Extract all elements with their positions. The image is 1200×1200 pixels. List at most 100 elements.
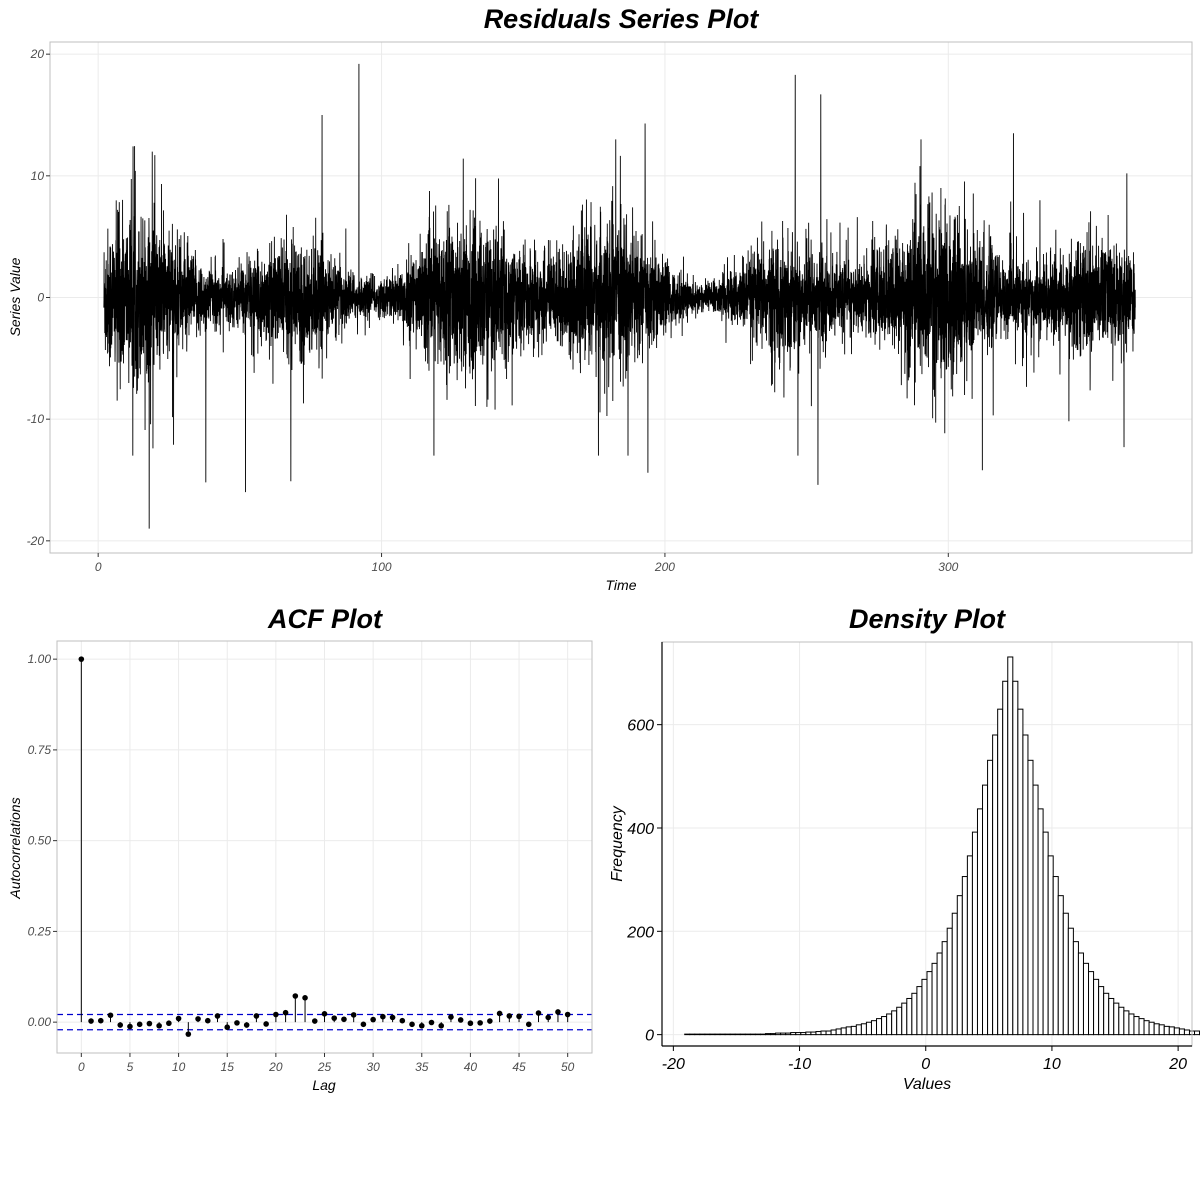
density-bar bbox=[850, 1025, 857, 1036]
acf-x-tick-label: 15 bbox=[221, 1060, 235, 1074]
density-bar bbox=[946, 927, 953, 1036]
density-bar bbox=[1168, 1026, 1175, 1036]
density-bar bbox=[734, 1033, 741, 1036]
density-bar bbox=[901, 1002, 908, 1036]
acf-point bbox=[438, 1022, 445, 1029]
acf-y-axis-label: Autocorrelations bbox=[7, 797, 23, 899]
density-bar bbox=[790, 1032, 797, 1036]
density-bar bbox=[906, 997, 913, 1036]
acf-point bbox=[341, 1016, 347, 1023]
density-bar bbox=[1012, 680, 1019, 1036]
acf-point bbox=[253, 1013, 260, 1019]
density-bar bbox=[855, 1024, 862, 1036]
density-bar bbox=[987, 759, 994, 1036]
acf-point bbox=[477, 1020, 483, 1026]
acf-x-tick-label: 30 bbox=[366, 1060, 380, 1074]
density-bar bbox=[694, 1033, 701, 1036]
density-bar bbox=[689, 1033, 696, 1036]
acf-point bbox=[399, 1017, 406, 1024]
residuals-y-tick-label: -10 bbox=[27, 412, 45, 426]
density-bar bbox=[870, 1020, 878, 1036]
density-bar bbox=[749, 1033, 756, 1036]
acf-point bbox=[350, 1012, 357, 1018]
acf-point bbox=[418, 1022, 425, 1029]
density-bar bbox=[1183, 1029, 1190, 1036]
density-bar bbox=[886, 1013, 893, 1036]
acf-point bbox=[448, 1014, 454, 1020]
density-y-tick-label: 0 bbox=[645, 1028, 654, 1045]
density-bar bbox=[911, 992, 918, 1036]
acf-point bbox=[136, 1021, 143, 1028]
density-bar bbox=[1077, 952, 1084, 1036]
acf-point bbox=[380, 1013, 386, 1020]
density-bar bbox=[830, 1029, 837, 1036]
density-bar bbox=[997, 708, 1004, 1036]
density-bar bbox=[876, 1018, 883, 1036]
acf-point bbox=[389, 1014, 396, 1021]
acf-point bbox=[156, 1022, 162, 1029]
density-bar bbox=[1047, 855, 1054, 1036]
density-x-tick-label: 10 bbox=[1043, 1056, 1061, 1073]
density-bar bbox=[860, 1023, 867, 1036]
density-bar bbox=[976, 808, 984, 1036]
density-y-tick-label: 400 bbox=[627, 821, 654, 838]
density-bar bbox=[1088, 971, 1095, 1036]
acf-point bbox=[467, 1020, 474, 1027]
density-bar bbox=[951, 912, 958, 1036]
acf-point bbox=[428, 1019, 435, 1026]
residuals-x-axis-label: Time bbox=[606, 577, 637, 593]
residuals-series-line bbox=[103, 63, 1136, 529]
density-bar bbox=[820, 1030, 827, 1036]
acf-point bbox=[204, 1017, 211, 1024]
density-bar bbox=[724, 1033, 731, 1036]
acf-gridlines bbox=[57, 641, 592, 1053]
acf-point bbox=[409, 1021, 415, 1028]
density-bar bbox=[1057, 895, 1064, 1036]
acf-x-tick-label: 35 bbox=[415, 1060, 429, 1074]
acf-point bbox=[175, 1015, 182, 1022]
density-bar bbox=[815, 1031, 822, 1036]
density-bar bbox=[1022, 734, 1029, 1036]
density-bar bbox=[805, 1031, 812, 1036]
density-bar bbox=[1067, 927, 1074, 1036]
acf-point bbox=[331, 1015, 338, 1021]
density-bar bbox=[1007, 656, 1014, 1036]
density-bar bbox=[1118, 1006, 1125, 1036]
density-bar bbox=[825, 1030, 832, 1036]
density-bar bbox=[785, 1032, 792, 1036]
acf-point bbox=[370, 1016, 376, 1023]
acf-x-tick-label: 5 bbox=[127, 1060, 134, 1074]
residuals-y-tick-label: 0 bbox=[37, 291, 44, 305]
density-bar bbox=[1194, 1030, 1200, 1036]
acf-point bbox=[234, 1020, 240, 1026]
acf-point bbox=[545, 1014, 552, 1021]
acf-point bbox=[487, 1018, 493, 1024]
acf-point bbox=[535, 1010, 542, 1016]
density-bar bbox=[1148, 1021, 1155, 1036]
acf-point bbox=[185, 1031, 192, 1037]
acf-point bbox=[195, 1016, 201, 1022]
acf-point bbox=[224, 1024, 231, 1031]
density-y-axis-label: Frequency bbox=[609, 805, 626, 882]
density-bar bbox=[941, 941, 948, 1036]
acf-marks bbox=[57, 656, 592, 1037]
density-bar bbox=[916, 986, 923, 1036]
acf-y-tick-label: 0.75 bbox=[28, 743, 52, 757]
acf-x-tick-label: 40 bbox=[464, 1060, 478, 1074]
acf-point bbox=[321, 1010, 328, 1017]
density-bar bbox=[1093, 978, 1100, 1036]
density-bar bbox=[881, 1016, 888, 1036]
density-bar bbox=[764, 1033, 772, 1036]
acf-x-tick-label: 0 bbox=[78, 1060, 85, 1074]
density-bar bbox=[936, 952, 943, 1036]
density-x-tick-label: 20 bbox=[1168, 1056, 1187, 1073]
density-bar bbox=[1098, 986, 1105, 1036]
density-bar bbox=[961, 876, 968, 1036]
acf-y-tick-label: 0.00 bbox=[28, 1015, 52, 1029]
acf-point bbox=[457, 1017, 464, 1023]
density-bar bbox=[739, 1033, 746, 1036]
acf-y-tick-label: 0.50 bbox=[28, 834, 52, 848]
